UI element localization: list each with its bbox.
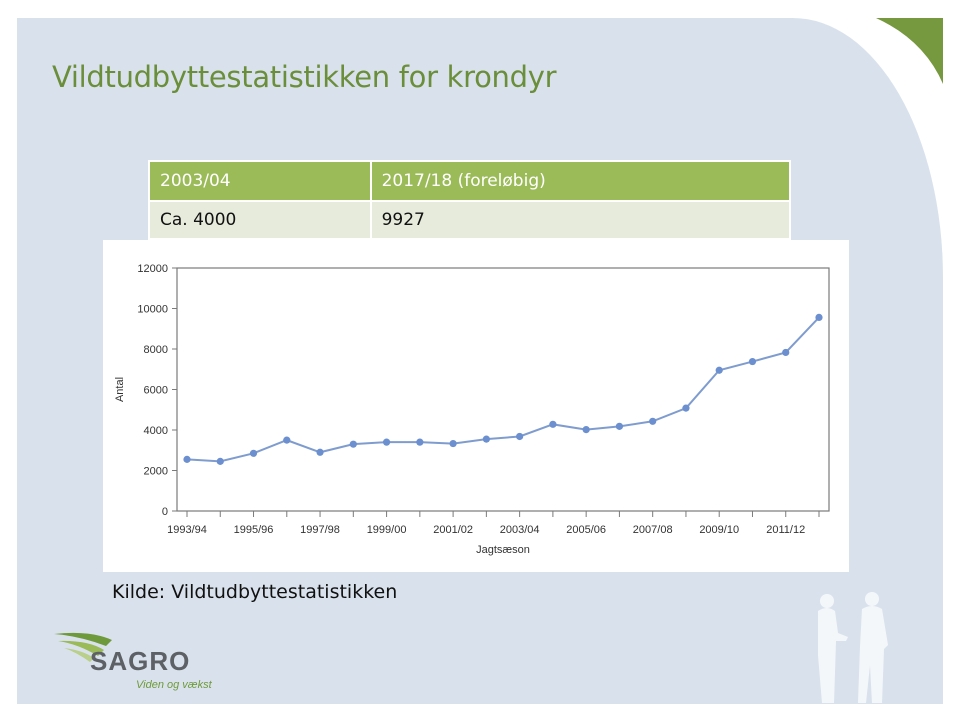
data-point	[183, 455, 191, 463]
plot-frame	[176, 267, 830, 512]
logo-tagline: Viden og vækst	[136, 679, 213, 691]
data-point	[582, 425, 590, 434]
data-point	[482, 435, 490, 443]
series-line	[186, 316, 820, 463]
data-point	[615, 422, 624, 430]
sagro-logo: SAGRO Viden og vækst	[50, 628, 220, 692]
y-tick-label: 8000	[144, 344, 168, 356]
x-axis-label: Jagtsæson	[476, 544, 530, 556]
source-note: Kilde: Vildtudbyttestatistikken	[112, 581, 398, 603]
x-tick-label: 2009/10	[699, 524, 739, 536]
table-header-row: 2003/04 2017/18 (foreløbig)	[148, 160, 792, 202]
data-point	[216, 457, 224, 465]
corner-decoration	[876, 18, 943, 84]
x-tick-label: 1997/98	[300, 524, 340, 536]
y-tick-label: 6000	[144, 385, 168, 397]
y-tick-label: 12000	[137, 263, 168, 275]
data-point	[682, 404, 690, 412]
data-point	[549, 420, 557, 428]
data-point	[382, 438, 391, 446]
line-chart: 0 2000 4000 6000 8000 10000 12000 1993/94 1995/9…	[103, 240, 849, 572]
slide-title: Vildtudbyttestatistikken for krondyr	[52, 60, 557, 94]
people-silhouette-icon	[818, 592, 888, 703]
logo-wordmark: SAGRO	[90, 646, 190, 676]
data-point	[782, 348, 790, 357]
x-tick-label: 1999/00	[367, 524, 407, 536]
data-point	[815, 313, 823, 322]
data-point	[283, 436, 291, 444]
data-point	[449, 439, 457, 448]
table-row: Ca. 4000 9927	[148, 200, 792, 240]
x-tick-label: 2007/08	[633, 524, 673, 536]
y-tick-label: 2000	[144, 466, 168, 478]
x-tick-label: 1993/94	[167, 524, 207, 536]
data-point	[316, 448, 324, 456]
y-tick-label: 10000	[137, 304, 168, 316]
summary-table: 2003/04 2017/18 (foreløbig) Ca. 4000 992…	[148, 160, 792, 240]
table-header-cell: 2003/04	[148, 160, 372, 202]
x-tick-label: 1995/96	[234, 524, 274, 536]
data-point	[416, 438, 424, 446]
x-tick-label: 2011/12	[766, 524, 805, 536]
x-tick-label: 2001/02	[433, 524, 473, 536]
chart-canvas: 0 2000 4000 6000 8000 10000 12000 1993/94 1995/9…	[114, 263, 830, 556]
x-tick-label: 2003/04	[500, 524, 540, 536]
y-tick-label: 4000	[144, 425, 168, 437]
data-point	[249, 449, 258, 457]
data-point	[516, 432, 524, 441]
data-point	[748, 357, 757, 366]
data-point	[649, 417, 657, 425]
y-tick-label: 0	[162, 506, 168, 518]
y-axis-label: Antal	[114, 377, 126, 402]
table-cell: Ca. 4000	[148, 200, 372, 240]
x-tick-label: 2005/06	[566, 524, 606, 536]
data-point	[349, 440, 357, 448]
table-cell: 9927	[369, 200, 792, 240]
table-header-cell: 2017/18 (foreløbig)	[369, 160, 792, 202]
data-point	[715, 366, 723, 374]
